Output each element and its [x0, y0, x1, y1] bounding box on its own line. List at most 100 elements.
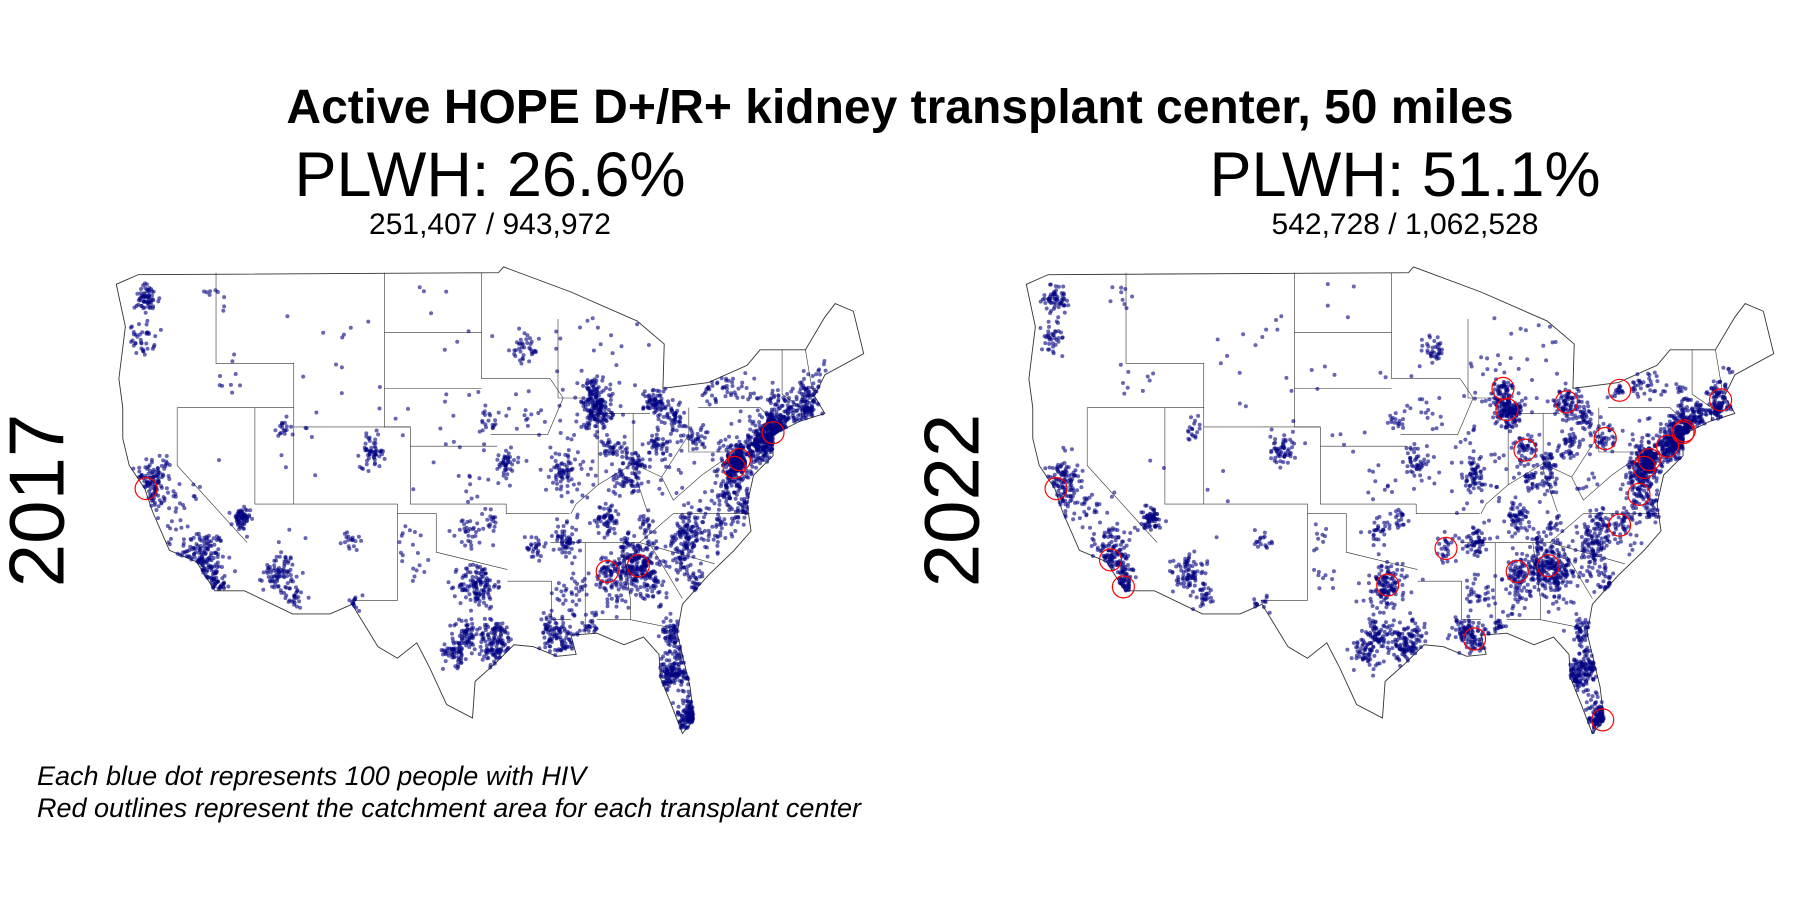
hiv-dot — [1063, 448, 1068, 453]
hiv-dot — [691, 717, 695, 722]
hiv-dot — [634, 592, 638, 597]
hiv-dot — [594, 424, 599, 429]
hiv-dot — [529, 543, 534, 548]
hiv-dot — [366, 319, 371, 324]
hiv-dot — [279, 453, 284, 458]
hiv-dot — [571, 482, 576, 487]
hiv-dot — [672, 644, 677, 649]
hiv-dot — [486, 418, 491, 423]
hiv-dot — [481, 448, 486, 453]
hiv-dot — [442, 347, 447, 352]
hiv-dot — [482, 600, 486, 605]
hiv-dot — [668, 623, 672, 628]
hiv-dot — [306, 595, 311, 600]
hiv-dot — [663, 404, 668, 409]
hiv-dot — [710, 457, 715, 462]
hiv-dot — [574, 602, 579, 607]
hiv-dot — [1191, 607, 1196, 612]
hiv-dot — [1060, 354, 1065, 359]
hiv-dot — [242, 522, 247, 526]
hiv-dot — [799, 383, 804, 388]
hiv-dot — [628, 456, 633, 461]
hiv-dot — [619, 444, 624, 449]
hiv-dot — [581, 396, 586, 401]
hiv-dot — [681, 701, 686, 706]
hiv-dot — [1120, 579, 1125, 584]
hiv-dot — [480, 636, 485, 641]
hiv-dot — [671, 701, 675, 705]
hiv-dot — [233, 372, 238, 376]
hiv-dot — [724, 378, 729, 383]
hiv-dot — [1192, 549, 1197, 554]
hiv-dot — [364, 434, 369, 439]
hiv-dot — [470, 628, 475, 632]
hiv-dot — [291, 579, 295, 584]
hiv-dot — [487, 411, 492, 416]
plwh-fraction-2022: 542,728 / 1,062,528 — [1271, 208, 1539, 241]
hiv-dot — [579, 400, 584, 405]
hiv-dot — [338, 541, 343, 546]
hiv-dot — [716, 507, 721, 512]
hiv-dot — [656, 428, 661, 433]
hiv-dot — [133, 341, 138, 346]
hiv-dot — [701, 520, 706, 525]
hiv-dot — [488, 616, 493, 621]
hiv-dot — [647, 574, 652, 579]
hiv-dot — [397, 540, 402, 545]
hiv-dot — [667, 564, 672, 569]
hiv-dot — [352, 603, 357, 608]
hiv-dot — [735, 464, 740, 469]
hiv-dot — [216, 547, 221, 552]
hiv-dot — [759, 437, 764, 442]
hiv-dot — [555, 535, 560, 540]
hiv-dot — [162, 498, 167, 503]
hiv-dot — [679, 725, 684, 730]
hiv-dot — [673, 678, 678, 683]
hiv-dot — [1368, 596, 1373, 601]
hiv-dot — [265, 563, 270, 567]
hiv-dot — [586, 409, 591, 413]
hiv-dot — [143, 310, 148, 315]
hiv-dot — [592, 518, 597, 523]
hiv-dot — [537, 542, 541, 547]
hiv-dot — [278, 424, 283, 428]
state-border — [661, 459, 724, 501]
hiv-dot — [1147, 524, 1152, 528]
transplant-center-catchment — [595, 559, 619, 584]
hiv-dot — [200, 568, 205, 573]
hiv-dot — [621, 479, 626, 484]
hiv-dot — [632, 534, 637, 538]
hiv-dot — [808, 409, 813, 414]
hiv-dot — [570, 561, 575, 566]
hiv-dot — [1252, 542, 1257, 547]
state-border — [1086, 407, 1158, 543]
hiv-dot — [566, 540, 571, 545]
hiv-dot — [504, 476, 509, 481]
hiv-dot — [799, 416, 804, 421]
hiv-dot — [1188, 580, 1192, 585]
hiv-dot — [486, 578, 491, 583]
hiv-dot — [455, 666, 460, 671]
hiv-dot — [377, 454, 382, 459]
hiv-dot — [471, 562, 476, 567]
hiv-dot — [620, 454, 625, 459]
hiv-dot — [585, 387, 590, 391]
hiv-dot — [463, 657, 468, 662]
hiv-dot — [688, 511, 693, 516]
hiv-dot — [464, 618, 468, 623]
hiv-dot — [1171, 558, 1176, 563]
hiv-dot — [524, 458, 529, 463]
hiv-dot — [554, 486, 559, 491]
hiv-dot — [480, 657, 485, 662]
hiv-dot — [514, 392, 518, 397]
hiv-dot — [199, 550, 204, 555]
hiv-dot — [232, 352, 237, 357]
hiv-dot — [528, 336, 532, 341]
hiv-dot — [634, 565, 639, 569]
hiv-dot — [552, 626, 557, 631]
hiv-dot — [635, 560, 640, 565]
hiv-dot — [656, 436, 661, 441]
hiv-dot — [739, 384, 744, 389]
hiv-dot — [679, 438, 684, 443]
hiv-dot — [339, 365, 344, 370]
